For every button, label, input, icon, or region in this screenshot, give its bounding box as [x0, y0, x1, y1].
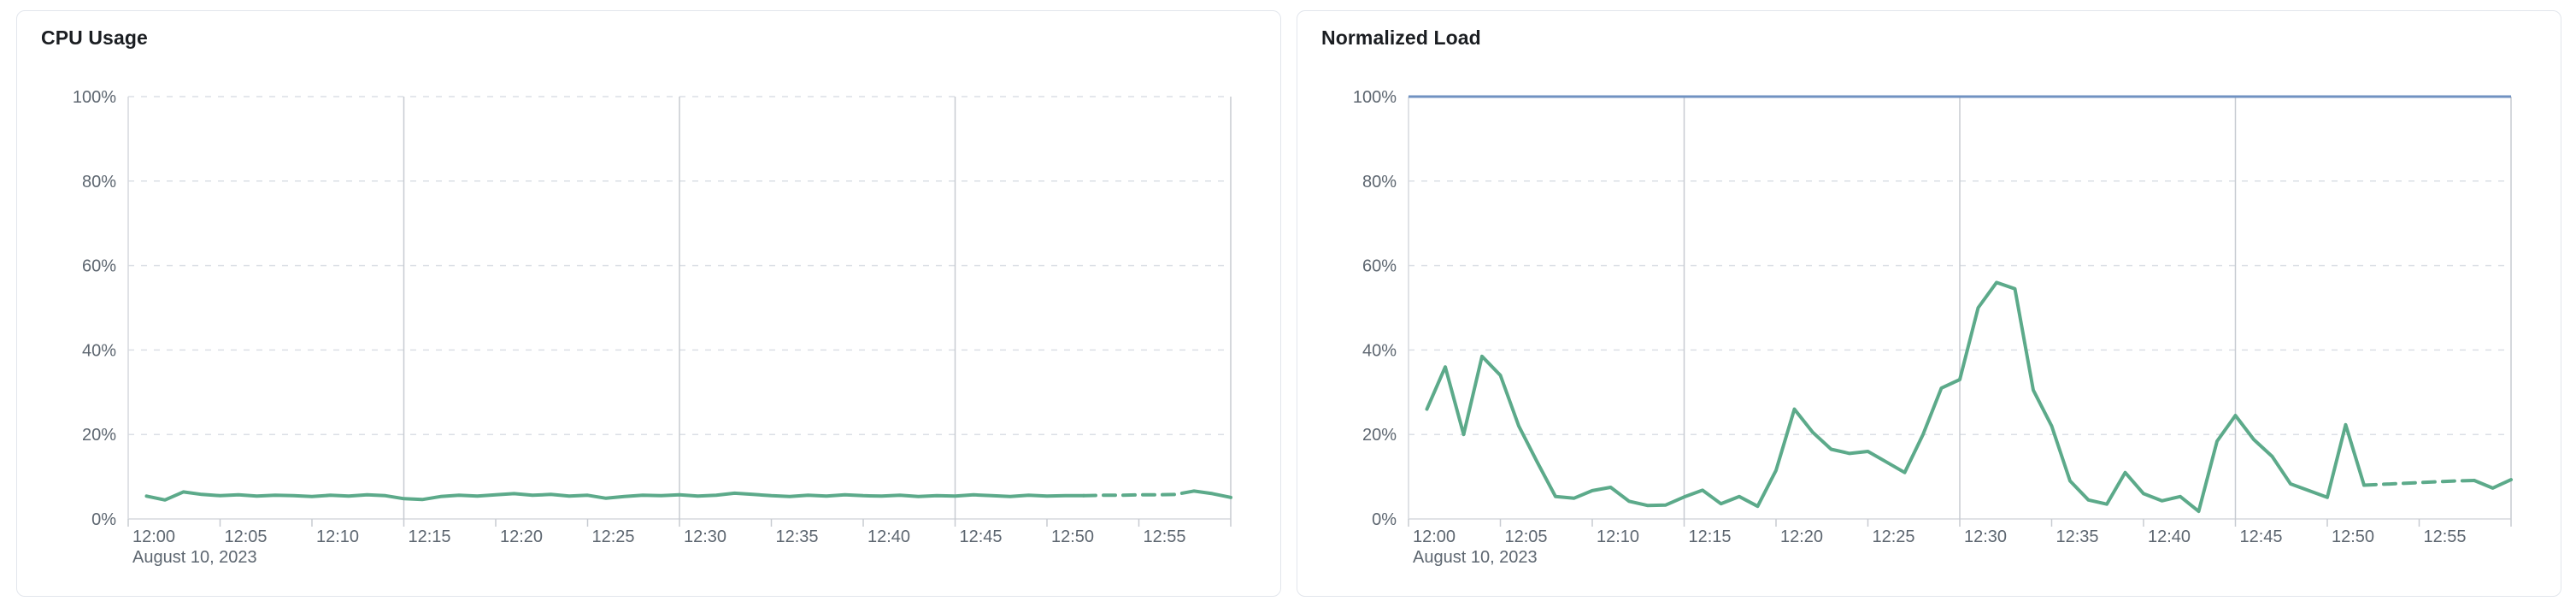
cpu-usage-line [144, 490, 1085, 502]
x-tick-label-12:05: 12:05 [1505, 527, 1548, 546]
y-tick-label-20%: 20% [1362, 426, 1397, 445]
x-tick-label-12:45: 12:45 [2240, 527, 2283, 546]
x-tick-label-12:35: 12:35 [2056, 527, 2099, 546]
x-tick-label-12:15: 12:15 [1689, 527, 1732, 546]
normalized-load-title: Normalized Load [1321, 27, 1481, 49]
x-tick-label-12:45: 12:45 [960, 527, 1003, 546]
x-tick-label-12:25: 12:25 [1873, 527, 1915, 546]
x-tick-label-12:15: 12:15 [409, 527, 451, 546]
x-tick-label-12:00: 12:00 [1413, 527, 1456, 546]
x-tick-label-12:05: 12:05 [225, 527, 268, 546]
cpu-usage-card: CPU Usage 0% 20% 40% 60% 80% 100% 12:00 12:05 12… [16, 10, 1281, 597]
y-tick-label-60%: 60% [1362, 257, 1397, 276]
cpu-usage-line [1192, 489, 1232, 499]
x-tick-label-12:30: 12:30 [684, 527, 726, 546]
x-tick-label-12:35: 12:35 [776, 527, 819, 546]
cpu-usage-line-dashed [1082, 489, 1196, 498]
y-tick-label-100%: 100% [73, 88, 116, 107]
x-tick-label-12:25: 12:25 [592, 527, 635, 546]
date-label: August 10, 2023 [1413, 548, 1538, 567]
normalized-load-card: Normalized Load 0% 20% 40% 60% 80% 100% 12:00 1… [1297, 10, 2561, 597]
normalized-load-line-dashed [2362, 479, 2476, 487]
y-tick-label-80%: 80% [82, 173, 116, 192]
y-tick-label-100%: 100% [1353, 88, 1397, 107]
date-label: August 10, 2023 [132, 548, 257, 567]
normalized-load-chart[interactable]: 0% 20% 40% 60% 80% 100% 12:00 12:05 12:10 12:15 12… [1297, 11, 2562, 598]
x-tick-label-12:40: 12:40 [867, 527, 910, 546]
x-tick-label-12:50: 12:50 [2332, 527, 2374, 546]
normalized-load-line [1425, 280, 2366, 514]
y-tick-label-60%: 60% [82, 257, 116, 276]
x-tick-label-12:20: 12:20 [500, 527, 543, 546]
x-tick-label-12:55: 12:55 [1144, 527, 1186, 546]
normalized-load-line [2473, 478, 2513, 490]
x-tick-label-12:50: 12:50 [1051, 527, 1094, 546]
y-tick-label-80%: 80% [1362, 173, 1397, 192]
x-tick-label-12:10: 12:10 [1597, 527, 1639, 546]
y-tick-label-20%: 20% [82, 426, 116, 445]
x-tick-label-12:55: 12:55 [2424, 527, 2467, 546]
y-tick-label-40%: 40% [82, 341, 116, 360]
y-tick-label-40%: 40% [1362, 341, 1397, 360]
x-tick-label-12:10: 12:10 [316, 527, 359, 546]
y-tick-label-0%: 0% [91, 510, 116, 529]
x-tick-label-12:30: 12:30 [1964, 527, 2007, 546]
x-tick-label-12:00: 12:00 [132, 527, 175, 546]
y-tick-label-0%: 0% [1372, 510, 1397, 529]
x-tick-label-12:20: 12:20 [1780, 527, 1823, 546]
cpu-usage-title: CPU Usage [41, 27, 148, 49]
cpu-usage-chart[interactable]: 0% 20% 40% 60% 80% 100% 12:00 12:05 12:10 12:15 12… [17, 11, 1282, 598]
x-tick-label-12:40: 12:40 [2148, 527, 2191, 546]
